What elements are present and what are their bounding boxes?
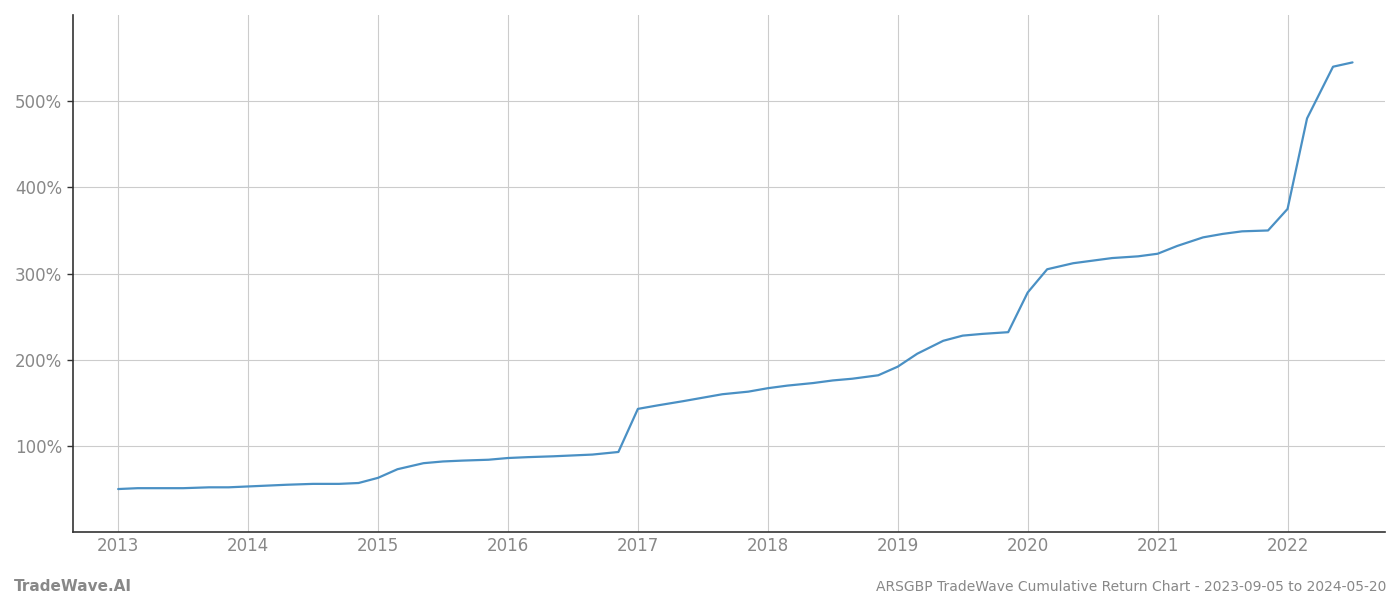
Text: ARSGBP TradeWave Cumulative Return Chart - 2023-09-05 to 2024-05-20: ARSGBP TradeWave Cumulative Return Chart… [875,580,1386,594]
Text: TradeWave.AI: TradeWave.AI [14,579,132,594]
